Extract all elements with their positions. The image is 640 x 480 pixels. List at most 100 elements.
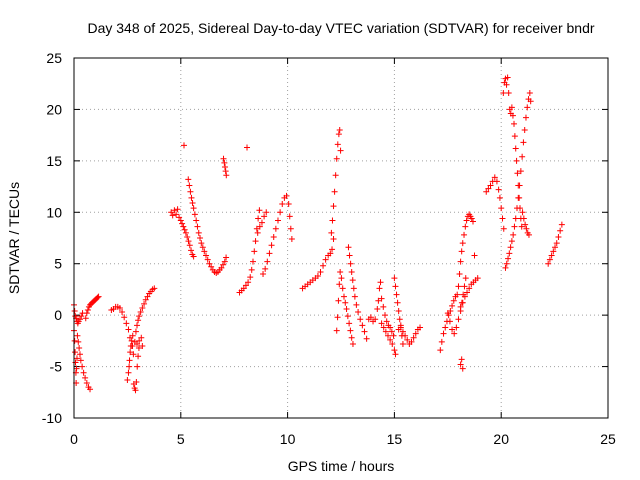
data-point (550, 248, 557, 255)
data-point (94, 294, 101, 301)
data-point (446, 318, 453, 325)
data-point (453, 324, 460, 331)
data-point (73, 365, 80, 372)
data-point (121, 314, 128, 321)
data-point (141, 300, 148, 307)
data-point (523, 225, 530, 232)
data-point (455, 283, 462, 290)
data-point (151, 285, 158, 292)
data-point (195, 229, 202, 236)
data-point (348, 268, 355, 275)
data-point (328, 229, 335, 236)
data-point (509, 112, 516, 119)
data-point (557, 227, 564, 234)
data-point (173, 211, 180, 218)
data-point (347, 327, 354, 334)
data-point (177, 217, 184, 224)
data-point (78, 313, 85, 320)
data-point (76, 345, 83, 352)
data-point (355, 309, 362, 316)
data-point (521, 127, 528, 133)
data-point (258, 219, 265, 226)
data-point (343, 305, 350, 312)
data-point (136, 337, 143, 344)
data-point (180, 223, 187, 230)
data-point (503, 260, 510, 267)
data-point (474, 275, 481, 282)
data-point (222, 164, 229, 171)
grid-lines (74, 58, 608, 418)
data-point (380, 324, 387, 331)
data-point (203, 252, 210, 259)
data-point (367, 314, 374, 321)
data-point (461, 283, 468, 290)
data-point (76, 351, 83, 358)
data-point (132, 387, 139, 394)
x-tick-label: 20 (493, 431, 509, 447)
data-point (320, 262, 327, 269)
data-point (518, 223, 525, 230)
data-point (223, 254, 230, 261)
data-point (339, 285, 346, 292)
data-point (130, 351, 137, 358)
x-tick-label: 5 (177, 431, 185, 447)
data-point (84, 307, 91, 313)
data-point (449, 326, 456, 333)
data-point (71, 308, 78, 315)
data-point (526, 89, 533, 96)
x-tick-label: 10 (280, 431, 296, 447)
data-point (76, 316, 83, 323)
data-point (338, 275, 345, 282)
data-point (314, 273, 321, 280)
data-point (485, 185, 492, 192)
data-point (126, 363, 133, 370)
data-point (344, 313, 351, 320)
data-point (139, 343, 146, 349)
data-point (457, 303, 464, 310)
data-point (283, 192, 290, 199)
data-point (351, 293, 358, 300)
y-tick-label: -5 (50, 359, 63, 375)
data-point (242, 282, 249, 289)
data-point (462, 275, 469, 282)
data-point (71, 337, 78, 344)
data-point (353, 301, 360, 308)
data-point (522, 114, 529, 121)
data-point (190, 253, 197, 260)
data-point (399, 340, 406, 347)
data-point (128, 337, 135, 344)
data-point (285, 201, 292, 208)
data-point (79, 363, 86, 370)
data-point (332, 172, 339, 179)
data-point (376, 285, 383, 292)
data-point (390, 332, 397, 339)
data-point (223, 172, 230, 179)
data-point (389, 340, 396, 347)
y-tick-label: 5 (54, 256, 62, 272)
data-point (402, 332, 409, 339)
data-point (272, 225, 279, 232)
data-point (392, 351, 399, 358)
data-point (191, 211, 198, 218)
data-point (461, 231, 468, 238)
data-point (188, 247, 195, 254)
data-point (394, 299, 401, 306)
data-point (498, 205, 505, 212)
data-point (347, 260, 354, 267)
data-point (500, 89, 507, 96)
data-point (349, 277, 356, 284)
data-point (264, 258, 271, 265)
data-point (382, 312, 389, 319)
data-point (558, 221, 565, 228)
data-point (511, 133, 518, 140)
data-point (74, 332, 81, 339)
data-point (279, 201, 286, 208)
data-point (322, 256, 329, 263)
data-point (512, 215, 519, 222)
data-point (135, 353, 142, 360)
data-point (199, 244, 206, 251)
data-point (270, 233, 277, 240)
data-point (133, 379, 140, 385)
chart-title: Day 348 of 2025, Sidereal Day-to-day VTE… (87, 20, 594, 36)
